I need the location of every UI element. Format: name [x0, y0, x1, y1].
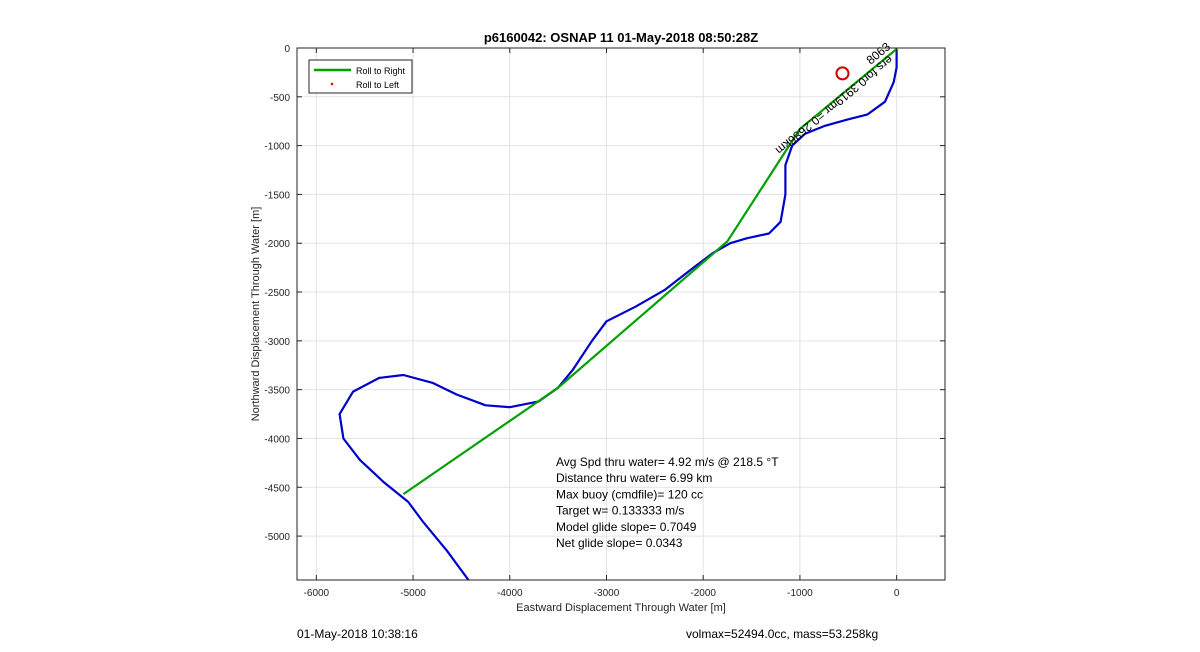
- red-circle-marker: [835, 66, 850, 81]
- x-tick-label: -4000: [497, 588, 523, 599]
- footer-mass-info: volmax=52494.0cc, mass=53.258kg: [686, 627, 879, 641]
- legend-box: [308, 59, 413, 94]
- footer-timestamp: 01-May-2018 10:38:16: [297, 627, 418, 641]
- y-tick-label: -1500: [264, 190, 290, 201]
- x-tick-label: -1000: [787, 588, 813, 599]
- y-tick-label: -4000: [264, 434, 290, 445]
- y-tick-label: -1000: [264, 142, 290, 153]
- stats-line: Avg Spd thru water= 4.92 m/s @ 218.5 °T: [556, 455, 779, 469]
- y-tick-label: -3500: [264, 386, 290, 397]
- x-axis-label: Eastward Displacement Through Water [m]: [516, 602, 726, 614]
- x-tick-label: 0: [894, 588, 900, 599]
- stats-line: Net glide slope= 0.0343: [556, 536, 683, 550]
- y-axis-label: Northward Displacement Through Water [m]: [250, 207, 262, 422]
- y-tick-label: -2000: [264, 239, 290, 250]
- y-tick-label: -5000: [264, 532, 290, 543]
- series-line-track: [338, 49, 898, 580]
- stats-line: Distance thru water= 6.99 km: [556, 471, 712, 485]
- y-tick-label: -4500: [264, 483, 290, 494]
- x-tick-label: -3000: [594, 588, 620, 599]
- legend-dot-roll-left: [330, 82, 334, 86]
- x-tick-label: -5000: [400, 588, 426, 599]
- x-tick-label: -6000: [304, 588, 330, 599]
- legend-label-roll-left: Roll to Left: [356, 80, 400, 90]
- y-tick-label: 0: [284, 44, 290, 55]
- chart-title: p6160042: OSNAP 11 01-May-2018 08:50:28Z: [484, 30, 758, 45]
- series-line-heading: [402, 48, 898, 496]
- stats-line: Model glide slope= 0.7049: [556, 520, 697, 534]
- y-tick-label: -2500: [264, 288, 290, 299]
- stats-line: Target w= 0.133333 m/s: [556, 504, 684, 518]
- x-tick-label: -2000: [690, 588, 716, 599]
- stats-line: Max buoy (cmdfile)= 120 cc: [556, 487, 703, 501]
- y-tick-label: -3000: [264, 337, 290, 348]
- axes-box: [296, 47, 946, 581]
- legend-label-roll-right: Roll to Right: [356, 66, 406, 76]
- y-tick-label: -500: [270, 93, 290, 104]
